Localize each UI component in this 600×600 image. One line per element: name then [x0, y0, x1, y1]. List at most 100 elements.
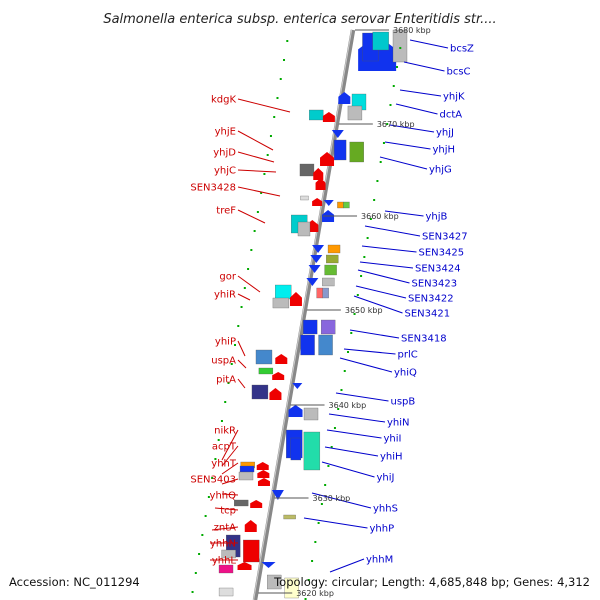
kbp-label: 3640 kbp: [329, 401, 367, 410]
gene-block: [316, 287, 323, 299]
forward-connector: [221, 478, 239, 485]
reverse-connector: [384, 210, 424, 217]
guide-dot: [389, 104, 392, 106]
guide-dot: [207, 496, 210, 498]
gene-block: [221, 549, 236, 559]
forward-connector: [237, 293, 251, 301]
guide-dot: [307, 579, 310, 581]
gene-block: [372, 31, 389, 51]
guide-dot: [247, 268, 250, 270]
forward-gene-label: pitA: [216, 375, 236, 386]
forward-gene-label: SEN3428: [190, 183, 236, 194]
guide-dot: [379, 161, 382, 163]
gene-block: [239, 465, 255, 473]
guide-dot: [234, 344, 237, 346]
forward-gene-labels: kdgK yhjE yhjD yhjC SEN3428 treF gor yhiR yhiP us…: [190, 95, 237, 567]
gene-block: [309, 109, 324, 121]
gene-arrow: [256, 462, 269, 470]
gene-block: [283, 514, 296, 520]
gene-arrow: [275, 354, 288, 364]
guide-dot: [253, 230, 256, 232]
guide-dot: [396, 66, 399, 68]
gene-block: [324, 264, 337, 276]
topology-text: Topology: circular; Length: 4,685,848 bp…: [273, 575, 590, 589]
reverse-gene-label: yhjG: [429, 165, 452, 176]
gene-arrow: [323, 200, 334, 206]
reverse-gene-label: SEN3418: [401, 334, 447, 345]
reverse-gene-label: uspB: [391, 397, 416, 408]
forward-gene-label: nikR: [214, 426, 236, 437]
reverse-connector: [343, 348, 396, 355]
forward-connector: [221, 429, 239, 461]
gene-block: [299, 163, 315, 177]
guide-dot: [337, 408, 340, 410]
guide-dot: [324, 484, 327, 486]
gene-block: [258, 367, 274, 375]
reverse-connector: [339, 357, 393, 373]
accession-text: Accession: NC_011294: [9, 575, 140, 589]
guide-dot: [237, 325, 240, 327]
guide-dot: [392, 85, 395, 87]
reverse-connector: [364, 225, 421, 237]
forward-connector: [237, 378, 246, 389]
forward-connector: [237, 340, 246, 357]
forward-gene-label: kdgK: [211, 95, 236, 106]
guide-dot: [224, 401, 227, 403]
gene-arrow: [257, 478, 270, 486]
forward-connector: [221, 445, 239, 467]
kbp-label: 3620 kbp: [296, 589, 334, 598]
reverse-gene-label: SEN3422: [408, 294, 454, 305]
forward-connector: [237, 151, 275, 163]
reverse-connector: [357, 269, 410, 284]
gene-block: [275, 284, 292, 300]
kbp-label: 3650 kbp: [345, 306, 383, 315]
guide-dot: [201, 534, 204, 536]
gene-arrow: [312, 245, 325, 253]
gene-block: [326, 254, 339, 264]
forward-connector: [221, 462, 239, 475]
gene-block: [337, 201, 344, 209]
guide-dot: [214, 458, 217, 460]
guide-dot: [399, 47, 402, 49]
guide-dot: [347, 351, 350, 353]
reverse-gene-label: yhjJ: [436, 128, 454, 139]
gene-arrow: [244, 520, 257, 532]
gene-block: [300, 334, 315, 356]
guide-dot: [317, 522, 320, 524]
guide-dot: [314, 541, 317, 543]
guide-dot: [211, 477, 214, 479]
gene-block: [322, 277, 335, 287]
reverse-connector: [359, 261, 414, 269]
gene-block: [234, 499, 249, 507]
guide-dot: [333, 427, 336, 429]
gene-arrow: [306, 278, 319, 286]
guide-dot: [343, 370, 346, 372]
forward-connector: [214, 507, 239, 511]
reverse-gene-label: yhiH: [380, 452, 403, 463]
gene-arrow: [308, 265, 321, 273]
gene-block: [255, 349, 273, 365]
reverse-gene-label: SEN3424: [415, 264, 461, 275]
reverse-gene-label: yhhM: [366, 555, 393, 566]
gene-arrow: [312, 198, 323, 206]
guide-dot: [369, 218, 372, 220]
reverse-gene-label: SEN3425: [419, 248, 465, 259]
kbp-label: 3630 kbp: [313, 494, 351, 503]
gene-arrow: [331, 130, 344, 138]
gene-block: [290, 437, 302, 461]
reverse-gene-label: bcsZ: [450, 44, 474, 55]
gene-arrow: [289, 292, 302, 306]
gene-block: [347, 105, 363, 121]
guide-dot: [230, 363, 233, 365]
guide-dot: [320, 503, 323, 505]
forward-gene-label: yhjE: [215, 127, 236, 138]
forward-gene-label: SEN3403: [190, 475, 236, 486]
reverse-gene-label: yhjB: [426, 212, 448, 223]
reverse-gene-label: yhiJ: [377, 473, 395, 484]
guide-dot: [327, 465, 330, 467]
reverse-connector: [384, 141, 431, 150]
reverse-gene-label: yhiQ: [394, 368, 417, 379]
reverse-gene-label: yhiI: [384, 434, 402, 445]
guide-dot: [363, 256, 366, 258]
gene-block: [243, 539, 260, 563]
